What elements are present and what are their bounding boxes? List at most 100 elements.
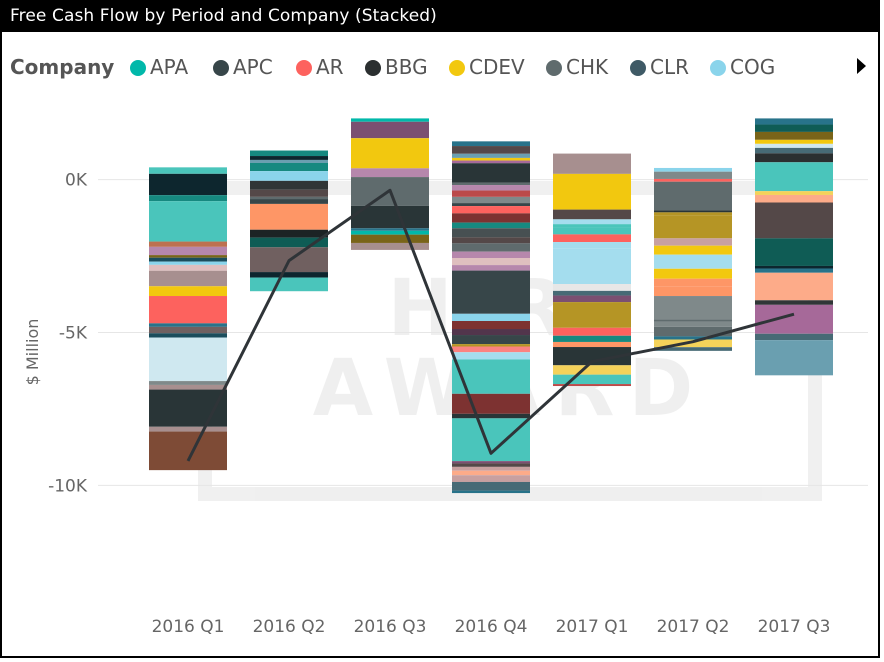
bar-segment[interactable] (553, 302, 631, 328)
bar-segment[interactable] (452, 335, 530, 345)
bar-segment[interactable] (351, 121, 429, 139)
bar-segment[interactable] (755, 191, 833, 195)
bar-segment[interactable] (250, 277, 328, 292)
bar-segment[interactable] (351, 234, 429, 243)
bar-segment[interactable] (452, 329, 530, 336)
bar-segment[interactable] (149, 384, 227, 390)
bar-segment[interactable] (755, 268, 833, 273)
bar-segment[interactable] (149, 167, 227, 174)
bar-segment[interactable] (452, 228, 530, 238)
bar-segment[interactable] (351, 118, 429, 122)
bar-stack[interactable] (553, 153, 631, 387)
bar-segment[interactable] (452, 190, 530, 197)
bar-segment[interactable] (755, 340, 833, 376)
bar-segment[interactable] (250, 159, 328, 163)
bar-segment[interactable] (452, 243, 530, 252)
bar-segment[interactable] (553, 384, 631, 387)
bar-segment[interactable] (755, 153, 833, 163)
bar-segment[interactable] (351, 242, 429, 250)
bar-segment[interactable] (452, 203, 530, 207)
bar-segment[interactable] (250, 199, 328, 204)
bar-segment[interactable] (452, 346, 530, 353)
bar-stack[interactable] (149, 167, 227, 471)
bar-segment[interactable] (452, 251, 530, 259)
bar-segment[interactable] (452, 163, 530, 183)
bar-stack[interactable] (351, 118, 429, 250)
bar-segment[interactable] (553, 365, 631, 375)
bar-segment[interactable] (351, 230, 429, 235)
bar-segment[interactable] (452, 321, 530, 330)
bar-segment[interactable] (553, 224, 631, 228)
bar-segment[interactable] (149, 333, 227, 338)
bar-segment[interactable] (452, 344, 530, 347)
bar-segment[interactable] (755, 147, 833, 154)
bar-segment[interactable] (149, 195, 227, 202)
bar-stack[interactable] (654, 167, 732, 351)
bar-segment[interactable] (452, 463, 530, 467)
bar-segment[interactable] (654, 178, 732, 182)
bar-segment[interactable] (452, 206, 530, 214)
bar-segment[interactable] (654, 336, 732, 340)
bar-segment[interactable] (452, 157, 530, 161)
bar-segment[interactable] (654, 238, 732, 246)
bar-segment[interactable] (654, 326, 732, 337)
bar-segment[interactable] (452, 490, 530, 494)
bar-stack[interactable] (452, 141, 530, 494)
bar-segment[interactable] (149, 255, 227, 258)
bar-segment[interactable] (250, 229, 328, 238)
bar-segment[interactable] (755, 333, 833, 341)
bar-segment[interactable] (553, 153, 631, 174)
bar-segment[interactable] (149, 337, 227, 382)
bar-segment[interactable] (452, 258, 530, 266)
bar-segment[interactable] (149, 261, 227, 265)
bar-segment[interactable] (654, 181, 732, 211)
bar-segment[interactable] (755, 202, 833, 239)
bar-segment[interactable] (250, 171, 328, 181)
bar-segment[interactable] (250, 189, 328, 197)
bar-segment[interactable] (553, 219, 631, 225)
bar-stack[interactable] (250, 150, 328, 292)
bar-segment[interactable] (452, 265, 530, 271)
bar-segment[interactable] (351, 168, 429, 178)
bar-segment[interactable] (452, 237, 530, 244)
bar-segment[interactable] (351, 228, 429, 231)
bar-segment[interactable] (654, 268, 732, 279)
bar-segment[interactable] (553, 347, 631, 366)
bar-segment[interactable] (452, 196, 530, 204)
bar-segment[interactable] (755, 131, 833, 140)
bar-segment[interactable] (149, 381, 227, 385)
bar-segment[interactable] (149, 173, 227, 196)
bar-segment[interactable] (755, 194, 833, 203)
bar-segment[interactable] (654, 278, 732, 287)
bar-segment[interactable] (553, 234, 631, 243)
bar-segment[interactable] (452, 481, 530, 491)
bar-segment[interactable] (452, 413, 530, 419)
bar-segment[interactable] (553, 290, 631, 296)
bar-segment[interactable] (654, 215, 732, 239)
bar-segment[interactable] (654, 212, 732, 216)
bar-segment[interactable] (250, 150, 328, 157)
bar-segment[interactable] (452, 185, 530, 191)
bar-segment[interactable] (654, 347, 732, 351)
bar-segment[interactable] (755, 300, 833, 305)
bar-segment[interactable] (149, 201, 227, 242)
bar-segment[interactable] (553, 209, 631, 220)
bar-segment[interactable] (553, 327, 631, 336)
bar-segment[interactable] (452, 153, 530, 158)
bar-segment[interactable] (351, 138, 429, 169)
bar-segment[interactable] (452, 466, 530, 471)
bar-segment[interactable] (149, 323, 227, 327)
bar-segment[interactable] (755, 162, 833, 192)
bar-segment[interactable] (553, 295, 631, 303)
bar-segment[interactable] (149, 241, 227, 247)
bar-segment[interactable] (553, 248, 631, 284)
bar-segment[interactable] (250, 196, 328, 200)
bar-segment[interactable] (351, 205, 429, 229)
bar-segment[interactable] (452, 470, 530, 476)
bar-segment[interactable] (755, 272, 833, 301)
bar-segment[interactable] (149, 257, 227, 262)
bar-segment[interactable] (755, 124, 833, 132)
bar-segment[interactable] (654, 321, 732, 327)
bar-segment[interactable] (553, 283, 631, 291)
bar-segment[interactable] (250, 156, 328, 160)
